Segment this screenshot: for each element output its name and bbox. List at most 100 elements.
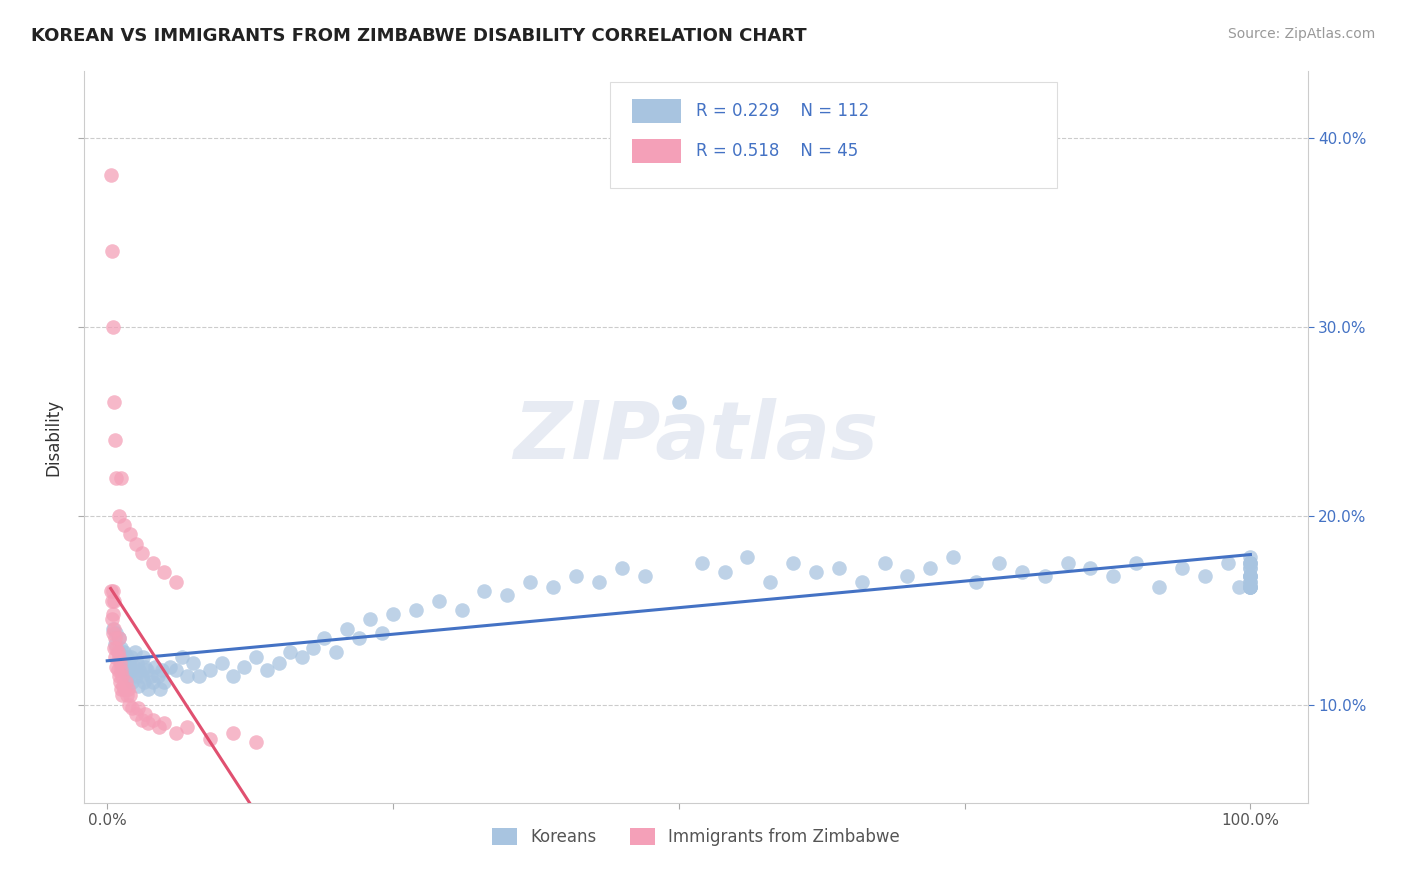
Point xyxy=(111,669,134,683)
Point xyxy=(474,584,496,599)
Point xyxy=(124,644,146,658)
Point xyxy=(112,679,135,693)
Point xyxy=(121,701,143,715)
Point xyxy=(325,644,347,658)
Point xyxy=(1239,580,1261,594)
Point xyxy=(136,664,159,678)
Point xyxy=(101,593,124,607)
Point xyxy=(111,650,134,665)
Point xyxy=(117,682,139,697)
Point xyxy=(138,682,160,697)
Point xyxy=(336,622,359,636)
Point xyxy=(1033,569,1056,583)
Point xyxy=(759,574,782,589)
Text: R = 0.229    N = 112: R = 0.229 N = 112 xyxy=(696,102,869,120)
Point xyxy=(920,561,942,575)
Point xyxy=(267,656,290,670)
Point xyxy=(143,659,166,673)
Point xyxy=(176,720,198,734)
Point xyxy=(211,656,233,670)
Point xyxy=(804,565,827,579)
Point xyxy=(1239,580,1261,594)
Point xyxy=(101,244,124,258)
Point xyxy=(103,622,125,636)
Point xyxy=(104,433,127,447)
Point xyxy=(107,664,129,678)
Point xyxy=(108,656,131,670)
Point xyxy=(427,593,450,607)
Point xyxy=(1125,556,1147,570)
Point xyxy=(541,580,564,594)
Point xyxy=(233,659,256,673)
Point xyxy=(150,664,173,678)
FancyBboxPatch shape xyxy=(610,82,1057,188)
Y-axis label: Disability: Disability xyxy=(45,399,63,475)
Point xyxy=(110,640,132,655)
Point xyxy=(101,584,124,599)
Point xyxy=(110,656,132,670)
Point xyxy=(314,632,336,646)
Point xyxy=(987,556,1010,570)
Point xyxy=(245,650,267,665)
Point xyxy=(942,550,965,565)
Point xyxy=(120,527,142,541)
Point xyxy=(134,706,156,721)
Point xyxy=(149,682,172,697)
Point xyxy=(146,669,169,683)
Point xyxy=(107,644,129,658)
Point xyxy=(588,574,610,589)
Point xyxy=(100,169,122,183)
Point xyxy=(107,508,129,523)
Point xyxy=(153,716,176,731)
Legend: Koreans, Immigrants from Zimbabwe: Koreans, Immigrants from Zimbabwe xyxy=(485,822,907,853)
Point xyxy=(450,603,472,617)
Point xyxy=(107,650,129,665)
Point xyxy=(1171,561,1194,575)
Point xyxy=(165,726,187,740)
Point xyxy=(165,574,187,589)
Point xyxy=(104,632,127,646)
Point xyxy=(181,656,204,670)
Point xyxy=(1239,574,1261,589)
Point xyxy=(965,574,987,589)
Point xyxy=(110,471,132,485)
Point xyxy=(1239,550,1261,565)
Point xyxy=(159,659,181,673)
Point xyxy=(114,674,136,689)
Point xyxy=(121,674,143,689)
Point xyxy=(132,674,155,689)
Point xyxy=(120,688,142,702)
Point xyxy=(1239,569,1261,583)
Point xyxy=(737,550,759,565)
Point xyxy=(1239,569,1261,583)
Point xyxy=(153,565,176,579)
Point xyxy=(1239,561,1261,575)
Point xyxy=(128,664,150,678)
Point xyxy=(122,659,145,673)
Point xyxy=(187,669,209,683)
Point xyxy=(782,556,804,570)
Point xyxy=(142,713,165,727)
Point xyxy=(290,650,312,665)
Point xyxy=(138,716,160,731)
Point xyxy=(131,713,153,727)
Point xyxy=(165,664,187,678)
Point xyxy=(198,731,221,746)
Point xyxy=(359,612,381,626)
Point xyxy=(105,471,128,485)
Point xyxy=(125,537,148,551)
Point xyxy=(115,688,138,702)
Point xyxy=(519,574,541,589)
Point xyxy=(370,625,392,640)
Point xyxy=(828,561,851,575)
Point xyxy=(125,706,148,721)
Point xyxy=(851,574,873,589)
Point xyxy=(115,650,138,665)
Point xyxy=(127,679,149,693)
Point xyxy=(382,607,405,621)
Point xyxy=(112,682,135,697)
Bar xyxy=(633,99,682,122)
Point xyxy=(1239,556,1261,570)
Point xyxy=(125,669,148,683)
Point xyxy=(118,698,141,712)
